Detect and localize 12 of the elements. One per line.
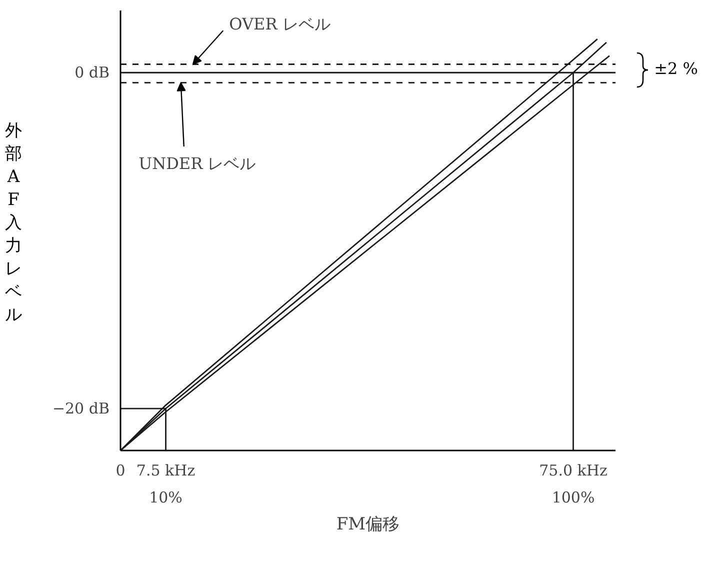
x-tick-label: 75.0 kHz — [539, 462, 608, 480]
text: ±2 % — [653, 58, 698, 80]
x2-tick-label: 100% — [552, 488, 595, 506]
text: 外部AF入力レベル — [5, 121, 22, 325]
y-tick-label: −20 dB — [52, 400, 110, 418]
y-tick-label: 0 dB — [74, 64, 110, 82]
x-tick-label: 0 — [116, 462, 126, 480]
x-axis-title: FM偏移 — [336, 514, 400, 534]
x2-tick-label: 10% — [149, 488, 182, 506]
annotation: UNDER レベル — [138, 154, 256, 173]
annotation: OVER レベル — [229, 14, 330, 34]
x-tick-label: 7.5 kHz — [136, 462, 196, 480]
